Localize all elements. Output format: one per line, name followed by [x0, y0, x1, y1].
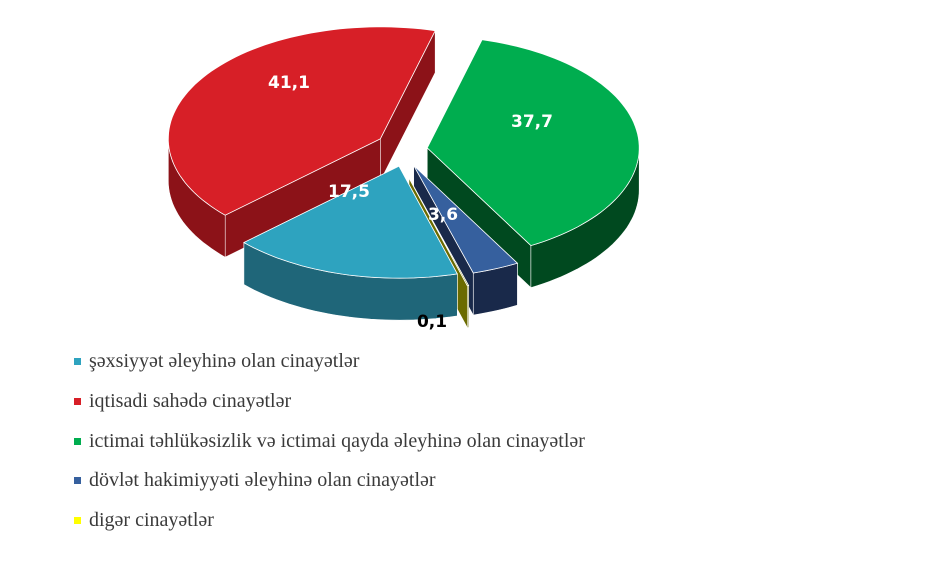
data-label: 37,7	[511, 112, 553, 132]
legend-swatch	[74, 517, 81, 525]
slice-0	[426, 39, 640, 247]
legend-label: şəxsiyyət əleyhinə olan cinayətlər	[89, 350, 360, 373]
legend-label: iqtisadi sahədə cinayətlər	[89, 390, 292, 413]
data-label: 3,6	[428, 205, 458, 225]
data-label: 0,1	[417, 312, 447, 332]
slice-4	[167, 26, 436, 216]
legend-label: dövlət hakimiyyəti əleyhinə olan cinayət…	[89, 469, 436, 492]
legend-swatch	[74, 398, 81, 406]
pie-chart: 37,7 3,6 0,1 17,5 41,1	[167, 26, 640, 332]
legend-item: şəxsiyyət əleyhinə olan cinayətlər	[74, 342, 585, 382]
legend-swatch	[74, 437, 81, 445]
legend-swatch	[74, 358, 81, 366]
data-label: 41,1	[268, 73, 310, 93]
slice-3	[243, 165, 458, 279]
legend-label: ictimai təhlükəsizlik və ictimai qayda ə…	[89, 429, 585, 452]
legend-item: dövlət hakimiyyəti əleyhinə olan cinayət…	[74, 461, 585, 501]
slice-outer-wall	[467, 285, 469, 329]
legend-label: digər cinayətlər	[89, 509, 214, 532]
slice-1	[413, 165, 519, 274]
legend-item: digər cinayətlər	[74, 501, 585, 541]
data-label: 17,5	[328, 182, 370, 202]
legend: şəxsiyyət əleyhinə olan cinayətlər iqtis…	[74, 342, 585, 540]
slice-2	[408, 177, 470, 287]
legend-item: iqtisadi sahədə cinayətlər	[74, 382, 585, 422]
legend-swatch	[74, 477, 81, 485]
legend-item: ictimai təhlükəsizlik və ictimai qayda ə…	[74, 421, 585, 461]
